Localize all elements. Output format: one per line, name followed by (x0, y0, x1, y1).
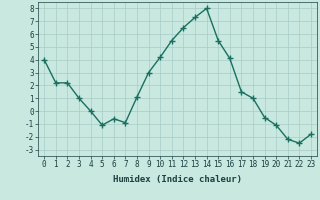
X-axis label: Humidex (Indice chaleur): Humidex (Indice chaleur) (113, 175, 242, 184)
